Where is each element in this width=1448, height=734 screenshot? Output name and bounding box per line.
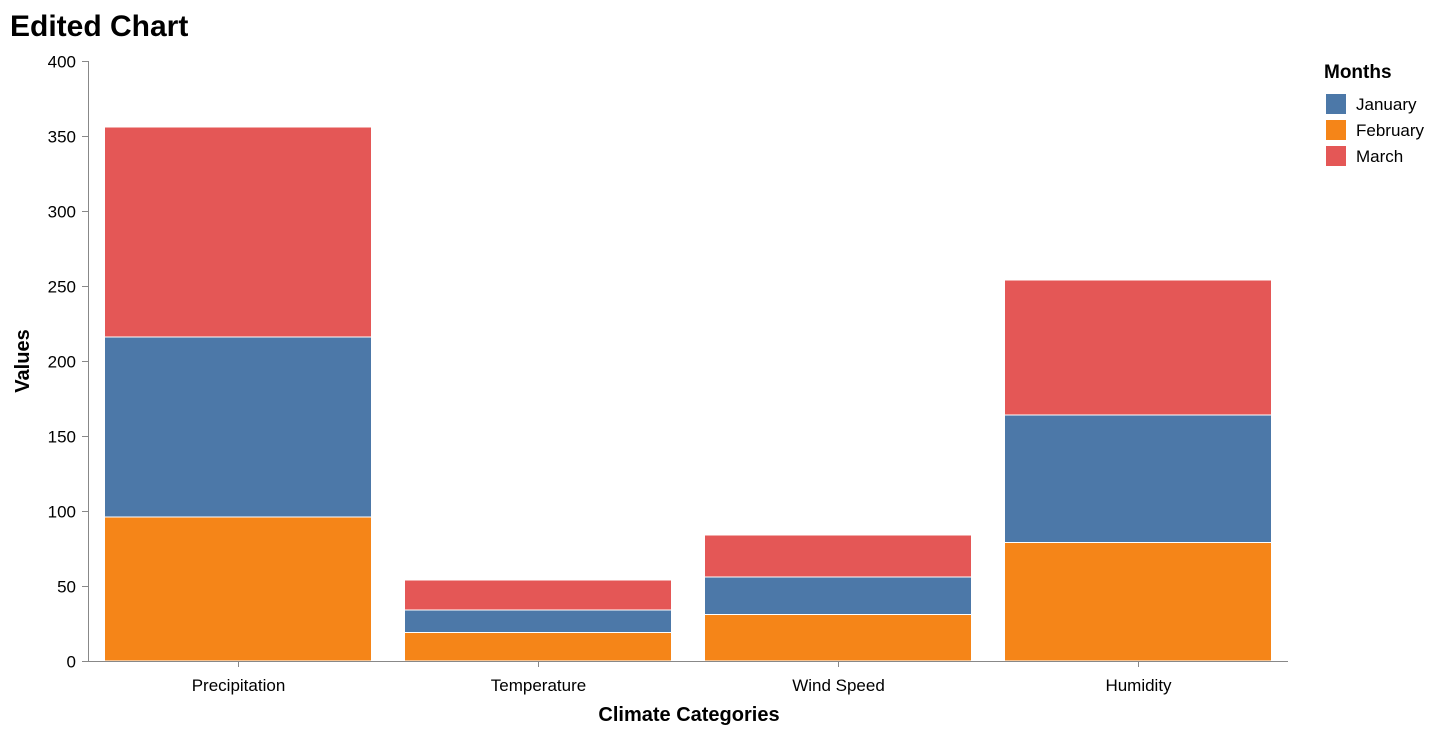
y-tick-label-100: 100: [48, 503, 76, 522]
x-tick-label-temperature: Temperature: [491, 676, 586, 695]
bar-precipitation-january: [104, 336, 372, 518]
y-tick-label-400: 400: [48, 53, 76, 72]
y-tick-label-0: 0: [67, 653, 76, 672]
plot-area: [104, 126, 1272, 662]
legend-title: Months: [1324, 62, 1392, 83]
legend-swatch-february: [1326, 120, 1346, 140]
bar-temperature-february: [404, 632, 672, 662]
x-tick-label-humidity: Humidity: [1105, 676, 1172, 695]
bar-temperature-january: [404, 609, 672, 633]
x-tick-label-wind-speed: Wind Speed: [792, 676, 885, 695]
legend-swatch-march: [1326, 146, 1346, 166]
bar-wind-speed-january: [704, 576, 972, 615]
y-tick-label-150: 150: [48, 428, 76, 447]
legend-label-march: March: [1356, 147, 1403, 166]
y-tick-label-350: 350: [48, 128, 76, 147]
bar-wind-speed-february: [704, 614, 972, 662]
y-tick-label-200: 200: [48, 353, 76, 372]
y-tick-label-300: 300: [48, 203, 76, 222]
bar-precipitation-february: [104, 516, 372, 662]
legend-label-february: February: [1356, 121, 1425, 140]
bar-humidity-march: [1004, 279, 1272, 416]
y-tick-label-250: 250: [48, 278, 76, 297]
bar-precipitation-march: [104, 126, 372, 338]
x-axis-title: Climate Categories: [598, 704, 779, 726]
y-axis-title: Values: [12, 329, 34, 392]
y-axis: 0 50 100 150 200 250 300 350 400: [48, 53, 89, 672]
x-tick-label-precipitation: Precipitation: [192, 676, 286, 695]
legend-swatch-january: [1326, 94, 1346, 114]
x-axis: Precipitation Temperature Wind Speed Humidi…: [88, 661, 1288, 695]
bar-temperature-march: [404, 579, 672, 611]
bar-wind-speed-march: [704, 534, 972, 578]
legend: Months January February March: [1324, 62, 1425, 166]
chart-title: Edited Chart: [10, 10, 188, 43]
y-tick-label-50: 50: [57, 578, 76, 597]
legend-label-january: January: [1356, 95, 1417, 114]
bar-humidity-january: [1004, 414, 1272, 543]
bar-humidity-february: [1004, 542, 1272, 662]
